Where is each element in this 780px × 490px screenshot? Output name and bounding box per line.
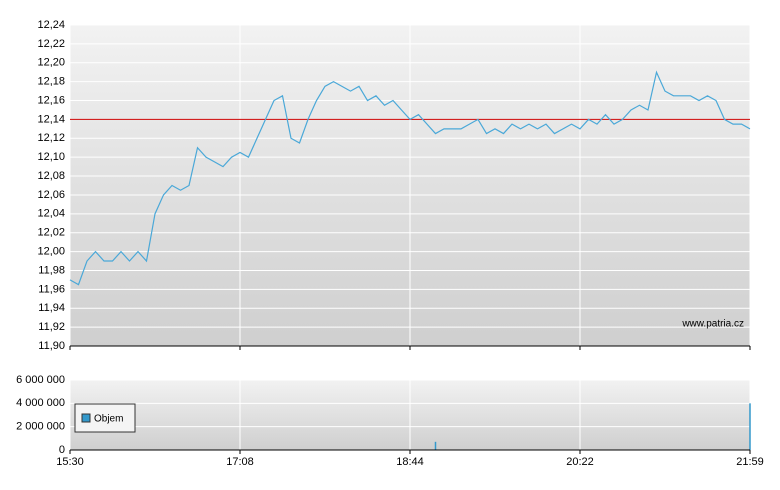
legend-label: Objem	[94, 414, 123, 425]
y-tick-label: 12,18	[37, 76, 65, 88]
y-tick-label: 12,00	[37, 245, 65, 257]
volume-bar	[434, 441, 437, 450]
y-tick-label: 12,14	[37, 113, 65, 125]
y-tick-label: 12,04	[37, 208, 65, 220]
y-tick-label: 12,12	[37, 132, 65, 144]
y-tick-label: 11,98	[38, 264, 65, 276]
x-tick-label: 20:22	[566, 456, 594, 468]
legend-swatch	[81, 413, 91, 423]
y-tick-label: 12,20	[37, 57, 65, 69]
y-tick-label: 12,02	[37, 227, 65, 239]
y-tick-label: 12,16	[37, 94, 65, 106]
y-tick-label: 0	[59, 444, 65, 456]
y-tick-label: 2 000 000	[16, 421, 65, 433]
volume-bar	[749, 403, 751, 450]
price-line	[69, 70, 751, 286]
x-tick-label: 18:44	[396, 456, 424, 468]
y-tick-label: 12,22	[37, 38, 65, 50]
y-tick-label: 12,24	[37, 19, 65, 31]
y-tick-label: 12,06	[37, 189, 65, 201]
y-tick-label: 6 000 000	[16, 374, 65, 386]
y-tick-label: 11,94	[38, 302, 65, 314]
y-tick-label: 11,96	[38, 283, 65, 295]
watermark: www.patria.cz	[681, 319, 744, 330]
y-tick-label: 11,90	[38, 340, 65, 352]
x-tick-label: 15:30	[56, 456, 84, 468]
x-tick-label: 21:59	[736, 456, 764, 468]
y-tick-label: 12,10	[37, 151, 65, 163]
y-tick-label: 11,92	[38, 321, 65, 333]
y-tick-label: 4 000 000	[16, 397, 65, 409]
x-tick-label: 17:08	[226, 456, 254, 468]
y-tick-label: 12,08	[37, 170, 65, 182]
